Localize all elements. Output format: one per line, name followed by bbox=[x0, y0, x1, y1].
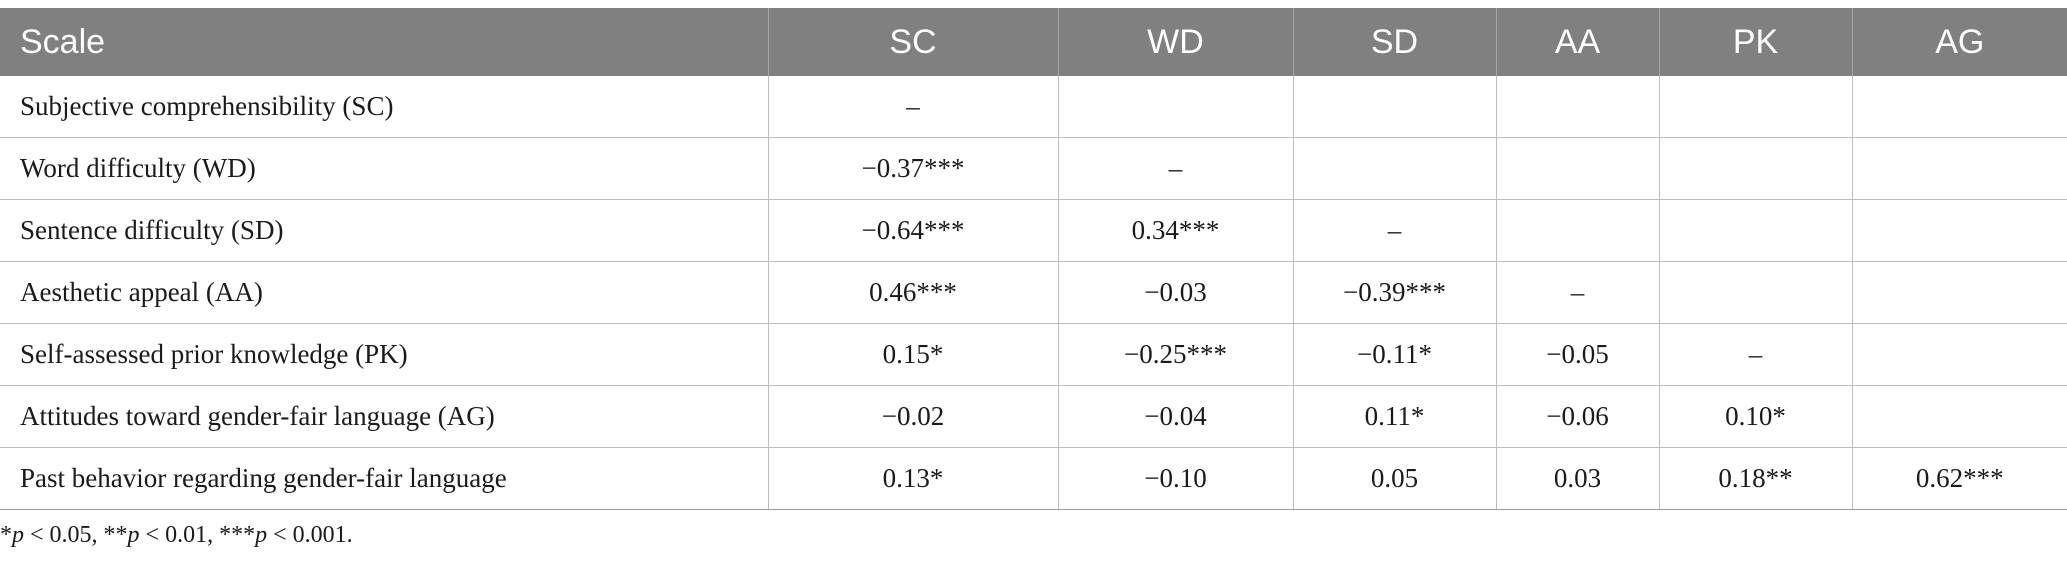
cell: – bbox=[1658, 323, 1852, 386]
cell: −0.37*** bbox=[767, 137, 1058, 200]
cell: 0.13* bbox=[767, 447, 1058, 510]
row-label: Word difficulty (WD) bbox=[0, 137, 768, 200]
row-label: Subjective comprehensibility (SC) bbox=[0, 76, 768, 138]
table-row: Sentence difficulty (SD) −0.64*** 0.34**… bbox=[0, 199, 2067, 262]
cell: 0.46*** bbox=[767, 261, 1058, 324]
footnote-p: p bbox=[127, 522, 140, 548]
table-footnote: *p < 0.05, **p < 0.01, ***p < 0.001. bbox=[0, 522, 353, 549]
table-body: Subjective comprehensibility (SC) – Word… bbox=[0, 76, 2067, 510]
cell bbox=[1292, 137, 1496, 200]
footnote-text: < 0.01, *** bbox=[139, 522, 256, 548]
cell: 0.34*** bbox=[1057, 199, 1293, 262]
cell bbox=[1658, 76, 1852, 138]
cell: – bbox=[767, 76, 1058, 138]
cell bbox=[1658, 199, 1852, 262]
cell bbox=[1495, 199, 1659, 262]
cell: −0.10 bbox=[1057, 447, 1293, 510]
header-aa: AA bbox=[1495, 8, 1659, 76]
header-pk: PK bbox=[1658, 8, 1852, 76]
table-row: Aesthetic appeal (AA) 0.46*** −0.03 −0.3… bbox=[0, 261, 2067, 324]
table-row: Attitudes toward gender-fair language (A… bbox=[0, 385, 2067, 448]
cell: −0.06 bbox=[1495, 385, 1659, 448]
cell: – bbox=[1057, 137, 1293, 200]
table-row: Subjective comprehensibility (SC) – bbox=[0, 76, 2067, 138]
header-wd: WD bbox=[1057, 8, 1293, 76]
cell bbox=[1658, 137, 1852, 200]
cell bbox=[1851, 76, 2067, 138]
cell: 0.10* bbox=[1658, 385, 1852, 448]
cell: – bbox=[1292, 199, 1496, 262]
footnote-text: < 0.05, ** bbox=[24, 522, 128, 548]
cell bbox=[1851, 137, 2067, 200]
cell: −0.04 bbox=[1057, 385, 1293, 448]
header-sd: SD bbox=[1292, 8, 1496, 76]
correlation-table: Scale SC WD SD AA PK AG Subjective compr… bbox=[0, 8, 2067, 510]
cell: 0.62*** bbox=[1851, 447, 2067, 510]
footnote-star: * bbox=[0, 522, 12, 548]
footnote-text: < 0.001. bbox=[267, 522, 353, 548]
cell bbox=[1851, 385, 2067, 448]
cell: −0.02 bbox=[767, 385, 1058, 448]
cell: 0.18** bbox=[1658, 447, 1852, 510]
header-row: Scale SC WD SD AA PK AG bbox=[0, 8, 2067, 76]
cell bbox=[1495, 76, 1659, 138]
table-row: Word difficulty (WD) −0.37*** – bbox=[0, 137, 2067, 200]
cell: −0.11* bbox=[1292, 323, 1496, 386]
footnote-p: p bbox=[12, 522, 24, 548]
table-header: Scale SC WD SD AA PK AG bbox=[0, 8, 2067, 76]
cell: 0.15* bbox=[767, 323, 1058, 386]
correlation-table-container: Scale SC WD SD AA PK AG Subjective compr… bbox=[0, 8, 2067, 510]
cell: 0.05 bbox=[1292, 447, 1496, 510]
footnote-p: p bbox=[255, 522, 268, 548]
cell bbox=[1851, 261, 2067, 324]
table-row: Past behavior regarding gender-fair lang… bbox=[0, 447, 2067, 510]
cell: −0.39*** bbox=[1292, 261, 1496, 324]
cell bbox=[1495, 137, 1659, 200]
cell: −0.64*** bbox=[767, 199, 1058, 262]
row-label: Attitudes toward gender-fair language (A… bbox=[0, 385, 768, 448]
cell: 0.03 bbox=[1495, 447, 1659, 510]
table-row: Self-assessed prior knowledge (PK) 0.15*… bbox=[0, 323, 2067, 386]
cell: −0.05 bbox=[1495, 323, 1659, 386]
cell: −0.03 bbox=[1057, 261, 1293, 324]
row-label: Sentence difficulty (SD) bbox=[0, 199, 768, 262]
cell bbox=[1658, 261, 1852, 324]
row-label: Aesthetic appeal (AA) bbox=[0, 261, 768, 324]
cell bbox=[1057, 76, 1293, 138]
header-scale: Scale bbox=[0, 8, 768, 76]
header-ag: AG bbox=[1851, 8, 2067, 76]
cell bbox=[1292, 76, 1496, 138]
cell bbox=[1851, 323, 2067, 386]
header-sc: SC bbox=[767, 8, 1058, 76]
cell: 0.11* bbox=[1292, 385, 1496, 448]
row-label: Past behavior regarding gender-fair lang… bbox=[0, 447, 768, 510]
cell: −0.25*** bbox=[1057, 323, 1293, 386]
cell: – bbox=[1495, 261, 1659, 324]
row-label: Self-assessed prior knowledge (PK) bbox=[0, 323, 768, 386]
cell bbox=[1851, 199, 2067, 262]
